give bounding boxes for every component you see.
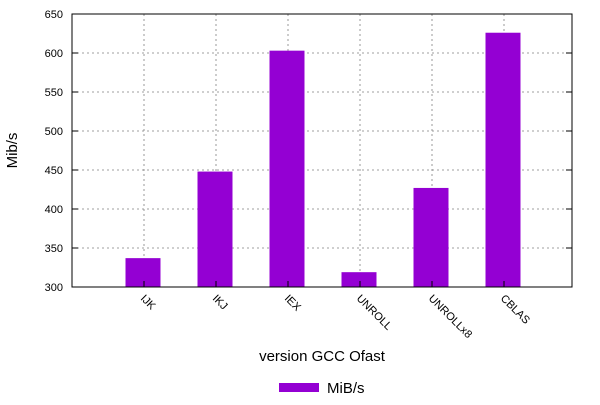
bar-unrollx8 — [413, 187, 449, 287]
y-tick-label: 550 — [45, 87, 63, 99]
x-tick-label: UNROLLx8 — [426, 293, 474, 341]
x-axis: IJK IKJ IEX UNROLL UNROLLx8 CBLAS — [138, 281, 532, 341]
y-tick-label: 500 — [45, 126, 63, 138]
y-axis: 300 350 400 450 500 550 600 650 — [45, 9, 572, 294]
legend-label: MiB/s — [327, 380, 365, 397]
y-tick-label: 300 — [45, 282, 63, 294]
bar-iex — [269, 50, 305, 287]
bars-layer — [125, 32, 521, 287]
x-axis-title: version GCC Ofast — [259, 348, 386, 365]
x-tick-label: IKJ — [210, 293, 230, 313]
legend: MiB/s — [279, 380, 365, 397]
x-tick-label: UNROLL — [354, 293, 394, 333]
bar-ikj — [197, 171, 233, 287]
x-tick-label: IEX — [282, 293, 303, 314]
x-tick-label: IJK — [138, 293, 158, 313]
y-tick-label: 450 — [45, 165, 63, 177]
y-axis-title: Mib/s — [4, 133, 21, 169]
y-tick-label: 350 — [45, 243, 63, 255]
y-tick-label: 650 — [45, 9, 63, 21]
bar-cblas — [485, 32, 521, 287]
y-tick-label: 400 — [45, 204, 63, 216]
bar-ijk — [125, 258, 161, 287]
legend-swatch — [279, 383, 319, 392]
plot-frame — [71, 13, 573, 288]
y-tick-label: 600 — [45, 48, 63, 60]
x-tick-label: CBLAS — [498, 293, 532, 327]
bar-unroll — [341, 272, 377, 287]
